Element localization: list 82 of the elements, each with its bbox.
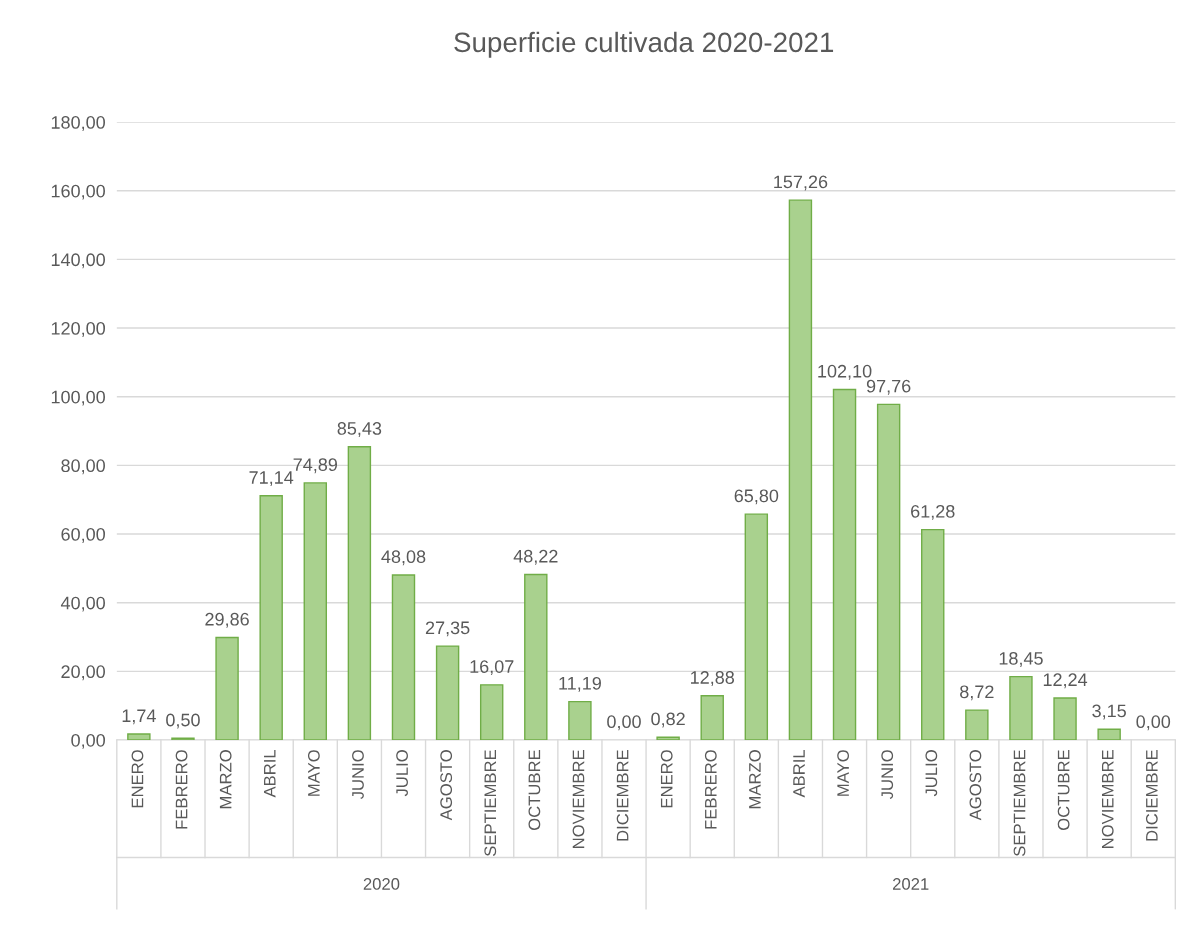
x-tick-label: ABRIL [793,749,805,798]
bar [524,573,548,741]
x-tick-label: FEBRERO [175,750,188,829]
data-label: 29,86 [205,612,249,628]
text: 2021 [892,878,929,890]
data-label: 16,07 [470,660,514,676]
data-label: 0,00 [1136,715,1171,731]
data-label: 1,74 [122,709,156,725]
data-label: 65,80 [734,489,779,505]
data-label: 85,43 [337,422,382,437]
x-tick-label: JULIO [925,750,938,797]
bar [215,636,239,741]
data-label: 11,19 [559,676,601,692]
data-label: 48,08 [381,550,426,566]
x-tick-label: OCTUBRE [1057,750,1070,831]
data-label: 12,24 [1043,673,1088,689]
bar [435,645,460,741]
bar [876,403,901,741]
bar [568,700,592,741]
data-label: 0,82 [651,712,685,728]
x-tick-label: SEPTIEMBRE [1013,750,1026,856]
data-label: 61,28 [911,504,955,520]
data-label: 27,35 [425,621,470,637]
x-tick-label: ABRIL [264,749,276,798]
x-tick-label: MAYO [837,750,850,796]
y-tick-label: 40,00 [60,596,105,612]
y-tick-label: 60,00 [61,527,105,543]
bar [788,199,813,741]
x-tick-label: MARZO [219,750,232,809]
y-tick-label: 20,00 [61,665,105,681]
bar [391,574,416,741]
x-tick-label: MARZO [749,750,761,809]
data-label: 157,26 [774,175,828,191]
x-tick-label: ENERO [131,750,144,808]
data-label: 48,22 [513,549,558,565]
x-tick-label: AGOSTO [969,750,982,821]
data-label: 18,45 [999,651,1043,667]
x-tick-label: DICIEMBRE [616,750,629,841]
x-tick-label: JULIO [396,750,408,797]
y-tick-label: 180,00 [51,116,105,131]
x-tick-label: OCTUBRE [528,750,541,831]
x-tick-label: DICIEMBRE [1145,750,1158,841]
data-label: 71,14 [249,471,294,487]
x-tick-label: NOVIEMBRE [1101,750,1114,848]
x-tick-label: NOVIEMBRE [572,750,585,848]
bar [1053,697,1077,741]
bar [1009,675,1033,741]
data-label: 97,76 [866,379,911,395]
text: 2020 [363,878,400,890]
x-tick-label: AGOSTO [440,750,453,821]
data-label: 8,72 [960,685,994,701]
data-label: 0,50 [166,713,200,729]
bar [965,709,989,741]
bar [700,695,724,741]
bar [303,482,328,741]
y-tick-label: 80,00 [61,459,105,475]
y-tick-label: 100,00 [51,390,105,406]
data-label: 102,10 [818,364,872,380]
y-tick-label: 160,00 [51,184,105,200]
x-tick-label: JUNIO [881,750,894,800]
bar [479,684,504,741]
x-tick-label: FEBRERO [704,750,717,829]
data-label: 0,00 [607,715,641,731]
x-tick-label: SEPTIEMBRE [484,750,497,856]
x-tick-label: ENERO [660,750,673,808]
x-tick-label: MAYO [307,750,320,796]
bar [921,528,945,741]
bar [259,495,283,741]
bar [744,513,769,741]
bar [656,736,680,741]
data-label: 3,15 [1092,704,1126,720]
y-tick-label: 120,00 [51,322,105,337]
x-tick-label: JUNIO [352,750,364,800]
bar [347,446,372,741]
y-tick-label: 0,00 [71,733,105,749]
data-label: 12,88 [691,671,735,687]
data-label: 74,89 [293,458,338,474]
y-tick-label: 140,00 [51,253,105,269]
bar [1097,728,1121,741]
bar [127,733,151,741]
bar [832,388,857,741]
chart-title: Superficie cultivada 2020-2021 [454,31,834,58]
